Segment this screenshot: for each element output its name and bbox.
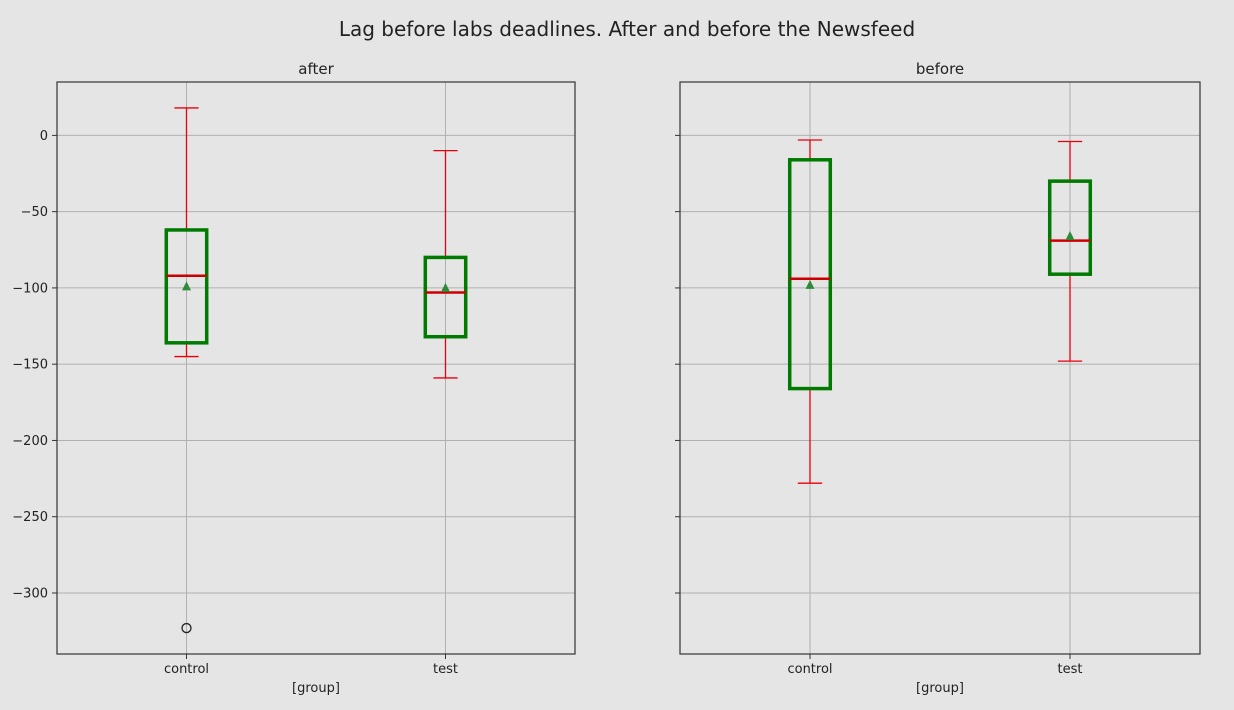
mean-marker [441, 282, 450, 292]
mean-marker [1065, 231, 1075, 241]
y-tick-label: −300 [12, 586, 48, 601]
iqr-box [164, 228, 209, 345]
iqr-box [1047, 179, 1093, 276]
y-tick-label: −250 [12, 510, 48, 525]
axes-frame [679, 81, 1201, 655]
outlier-point [181, 622, 192, 634]
x-tick-label: control [787, 662, 832, 677]
x-axis-label: [group] [292, 681, 340, 696]
axes-frame [56, 81, 576, 655]
y-tick-label: −50 [21, 205, 48, 220]
y-tick-label: −100 [12, 281, 48, 296]
figure-title: Lag before labs deadlines. After and bef… [339, 17, 915, 41]
iqr-box [787, 158, 833, 391]
x-tick-label: test [433, 662, 458, 677]
y-tick-label: −150 [12, 358, 48, 373]
axes-background [57, 82, 575, 654]
y-tick-label: −200 [12, 434, 48, 449]
subplot-title: after [298, 60, 334, 78]
subplot-before: before [group] control test [675, 60, 1201, 696]
mean-marker [182, 281, 191, 291]
x-axis-label: [group] [916, 681, 964, 696]
subplot-title: before [916, 60, 964, 78]
x-tick-label: control [164, 662, 209, 677]
subplot-after: after [group] 0 −50 −100 −150 −200 −250 −300 co… [12, 60, 576, 696]
iqr-box [423, 255, 468, 339]
y-tick-label: 0 [40, 129, 48, 144]
mean-marker [805, 279, 815, 289]
axes-background [680, 82, 1200, 654]
x-tick-label: test [1058, 662, 1083, 677]
